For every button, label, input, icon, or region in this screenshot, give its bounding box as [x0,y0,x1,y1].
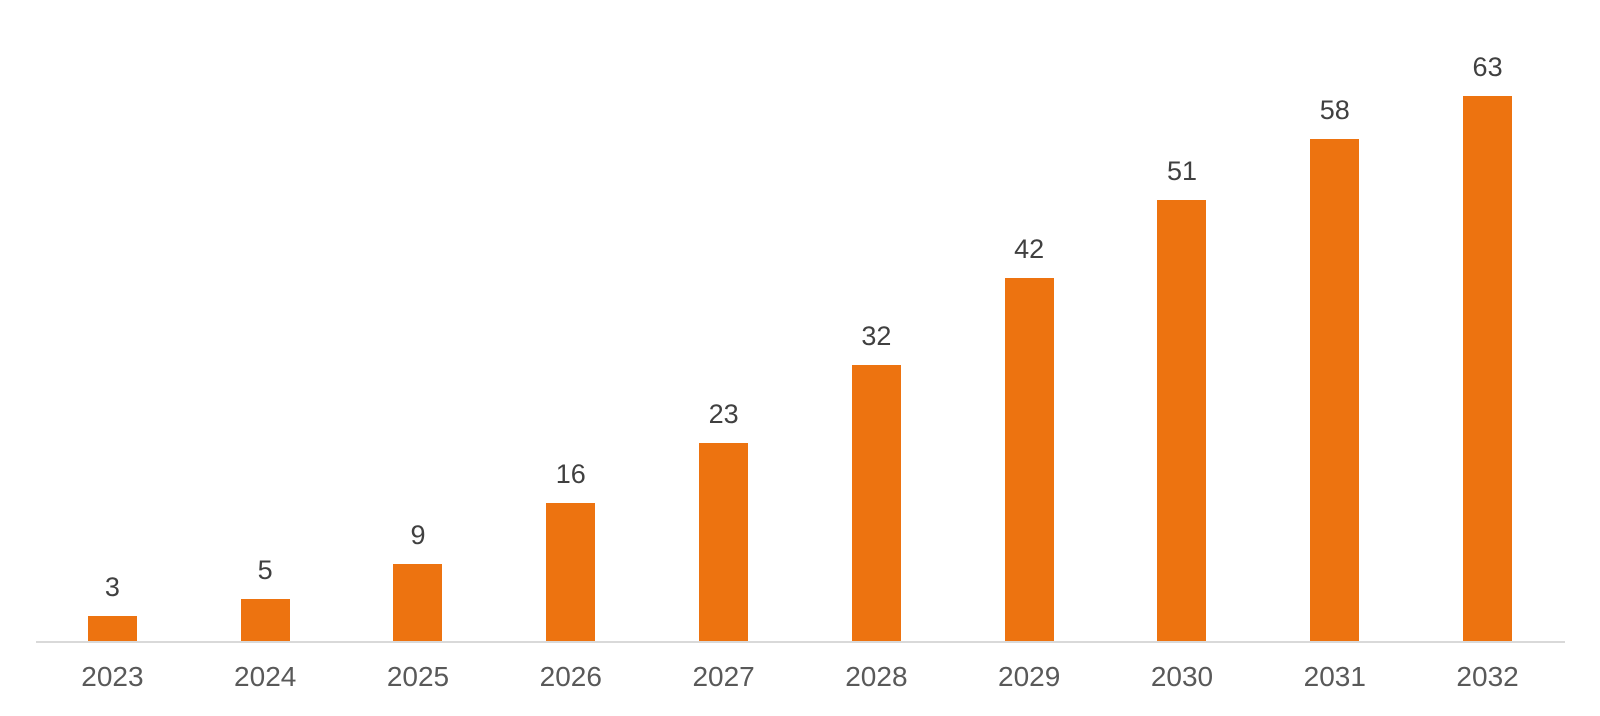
bar [546,503,596,642]
bar-value-label: 5 [257,555,273,586]
plot-area: 3 5 9 16 23 32 42 51 [36,0,1564,642]
x-axis-tick-label: 2031 [1303,661,1366,692]
bar-column: 51 [1106,0,1259,642]
bar-column: 58 [1258,0,1411,642]
x-axis-tick-label: 2029 [998,661,1061,692]
x-axis-line [36,641,1565,643]
bar-value-label: 63 [1472,52,1503,83]
bar-column: 63 [1411,0,1564,642]
bar-value-label: 58 [1319,95,1350,126]
x-axis-tick-label: 2030 [1150,661,1214,692]
bar [1463,96,1513,642]
bar [1004,278,1054,642]
bar-value-label: 42 [1014,234,1045,265]
bar-column: 23 [647,0,800,642]
x-axis-labels: 2023 2024 2025 2026 2027 2028 2029 2030 … [36,661,1564,693]
bar-value-label: 9 [410,520,426,551]
bar [699,443,749,642]
bar-value-label: 32 [861,321,892,352]
bar [1310,139,1360,642]
bar-column: 16 [494,0,647,642]
x-axis-tick-label: 2023 [81,661,144,692]
x-axis-tick-label: 2026 [539,661,602,692]
bar [393,564,443,642]
x-axis-tick-label: 2028 [845,661,908,692]
bar [1157,200,1207,642]
bar-value-label: 16 [555,459,586,490]
x-axis-tick-label: 2024 [234,661,297,692]
bar-value-label: 3 [104,572,120,603]
bar-value-label: 51 [1166,156,1197,187]
bar-column: 9 [342,0,495,642]
bar-column: 3 [36,0,189,642]
bar-value-label: 23 [708,399,739,430]
x-axis-tick-label: 2025 [386,661,450,692]
bar [87,616,137,642]
bar [851,365,901,642]
bar-column: 5 [189,0,342,642]
bar-column: 32 [800,0,953,642]
bar-column: 42 [953,0,1106,642]
x-axis-tick-label: 2027 [692,661,755,692]
bar [240,599,290,642]
x-axis-tick-label: 2032 [1456,661,1519,692]
